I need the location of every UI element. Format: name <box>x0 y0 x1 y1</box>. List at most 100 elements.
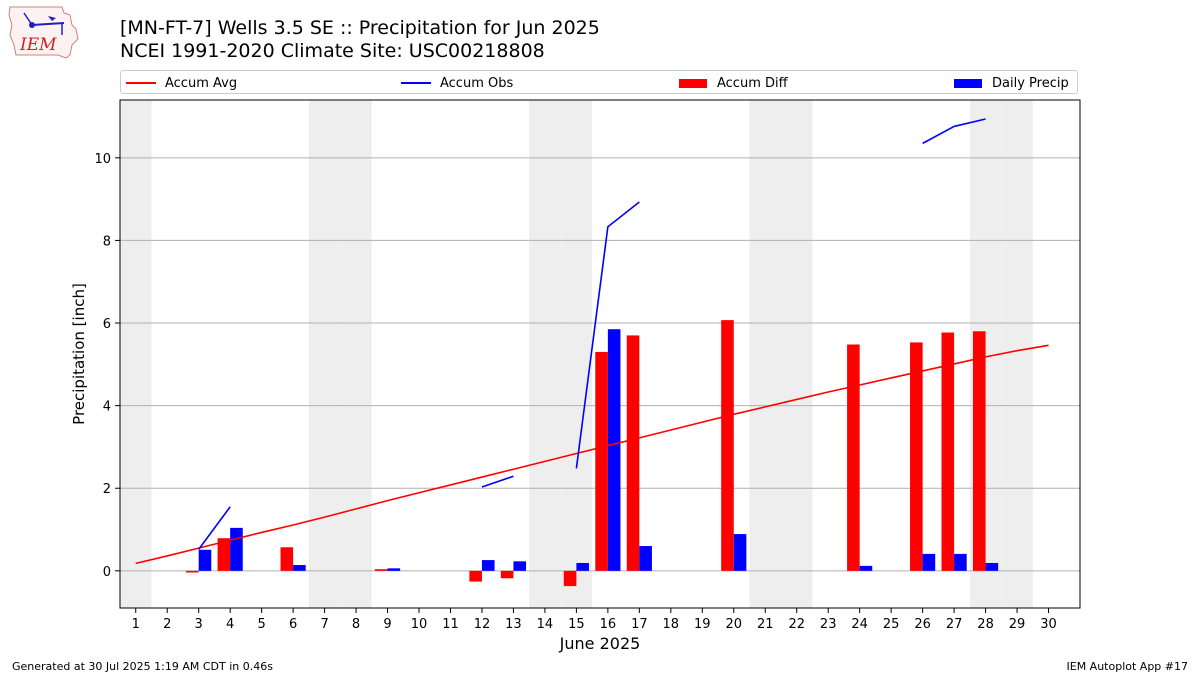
chart-title: [MN-FT-7] Wells 3.5 SE :: Precipitation … <box>120 17 600 39</box>
daily-precip-bar-day-9 <box>387 568 401 571</box>
legend-swatch-precip <box>954 78 982 88</box>
accum-diff-bar-day-4 <box>217 538 231 571</box>
accum-diff-bar-day-6 <box>280 547 294 571</box>
y-tick-label-10: 10 <box>94 152 111 167</box>
legend-accum-obs: Accum Obs <box>401 74 513 92</box>
accum-obs-line-3 <box>575 201 640 469</box>
x-tick-label-3: 3 <box>195 617 203 632</box>
x-tick-label-19: 19 <box>694 617 711 632</box>
legend-label-accum-avg: Accum Avg <box>165 75 238 91</box>
y-tick-label-8: 8 <box>103 234 111 249</box>
weekend-shade-day-29 <box>1001 100 1033 608</box>
plot-frame <box>119 99 1081 609</box>
y-tick-label-6: 6 <box>103 317 111 332</box>
accum-diff-bar-day-13 <box>500 570 514 579</box>
x-tick-label-8: 8 <box>352 617 360 632</box>
x-tick-label-29: 29 <box>1009 617 1026 632</box>
accum-obs-line-4 <box>922 118 986 145</box>
y-tick-label-4: 4 <box>103 400 111 415</box>
accum-diff-bar-day-27 <box>941 332 955 571</box>
x-tick-label-16: 16 <box>600 617 617 632</box>
weekend-shade-day-8 <box>340 100 372 608</box>
x-tick-label-17: 17 <box>631 617 648 632</box>
x-axis-label: June 2025 <box>559 634 641 653</box>
accum-diff-bar-day-3 <box>186 570 199 573</box>
legend-swatch-diff <box>679 78 707 88</box>
legend-accum-diff: Accum Diff <box>679 74 788 92</box>
x-tick-label-26: 26 <box>914 617 931 632</box>
accum-diff-bar-day-12 <box>469 570 482 582</box>
weekend-shade-day-22 <box>780 100 813 608</box>
x-tick-label-25: 25 <box>883 617 900 632</box>
y-tick-label-0: 0 <box>103 565 111 580</box>
daily-precip-bar-day-15 <box>576 562 589 571</box>
chart-subtitle: NCEI 1991-2020 Climate Site: USC00218808 <box>120 40 545 62</box>
x-tick-label-4: 4 <box>226 617 234 632</box>
x-tick-label-30: 30 <box>1040 617 1057 632</box>
y-tick-label-2: 2 <box>103 482 111 497</box>
weekend-shade-day-14 <box>529 100 561 608</box>
legend-label-daily-precip: Daily Precip <box>992 75 1069 91</box>
accum-diff-bar-day-24 <box>847 344 860 571</box>
legend-swatch-avg <box>126 82 156 84</box>
daily-precip-bar-day-27 <box>954 553 967 571</box>
daily-precip-bar-day-6 <box>293 565 306 571</box>
accum-diff-bar-day-15 <box>563 570 577 587</box>
chart-legend: Accum Avg Accum Obs Accum Diff Daily Pre… <box>120 70 1078 94</box>
x-tick-label-18: 18 <box>663 617 680 632</box>
accum-diff-bar-day-16 <box>595 351 608 571</box>
x-tick-label-22: 22 <box>788 617 805 632</box>
x-tick-label-24: 24 <box>851 617 868 632</box>
daily-precip-bar-day-13 <box>513 561 527 571</box>
x-tick-label-13: 13 <box>505 617 522 632</box>
daily-precip-bar-day-4 <box>230 527 243 571</box>
legend-label-accum-diff: Accum Diff <box>717 75 788 91</box>
legend-daily-precip: Daily Precip <box>954 74 1069 92</box>
weekend-shade-day-21 <box>749 100 781 608</box>
weekend-shade-day-7 <box>308 100 341 608</box>
x-tick-label-12: 12 <box>474 617 491 632</box>
x-tick-label-6: 6 <box>289 617 297 632</box>
x-tick-label-20: 20 <box>725 617 742 632</box>
accum-diff-bar-day-28 <box>972 331 986 571</box>
x-tick-label-28: 28 <box>977 617 994 632</box>
x-tick-label-15: 15 <box>568 617 585 632</box>
daily-precip-bar-day-28 <box>985 562 999 571</box>
logo-text: IEM <box>19 35 57 55</box>
accum-avg-line <box>135 344 1049 565</box>
accum-diff-bar-day-9 <box>374 569 388 571</box>
weekend-shade-day-15 <box>560 100 593 608</box>
accum-obs-line-2 <box>481 475 514 488</box>
x-tick-label-11: 11 <box>442 617 459 632</box>
daily-precip-bar-day-16 <box>607 329 621 571</box>
daily-precip-bar-day-3 <box>198 549 212 571</box>
x-tick-label-27: 27 <box>946 617 963 632</box>
x-tick-label-23: 23 <box>820 617 837 632</box>
legend-swatch-obs <box>401 82 431 84</box>
weekend-shade-day-1 <box>120 100 152 608</box>
x-tick-label-14: 14 <box>537 617 554 632</box>
accum-obs-line-1 <box>198 506 231 550</box>
daily-precip-bar-day-12 <box>481 560 495 571</box>
daily-precip-bar-day-20 <box>733 534 747 571</box>
x-tick-label-1: 1 <box>132 617 140 632</box>
x-tick-label-9: 9 <box>383 617 391 632</box>
generated-note: Generated at 30 Jul 2025 1:19 AM CDT in … <box>12 660 273 673</box>
accum-diff-bar-day-26 <box>910 342 923 571</box>
y-axis-label: Precipitation [inch] <box>70 283 88 425</box>
x-tick-label-21: 21 <box>757 617 774 632</box>
x-tick-label-10: 10 <box>411 617 428 632</box>
x-tick-label-7: 7 <box>320 617 328 632</box>
daily-precip-bar-day-26 <box>922 553 936 571</box>
x-tick-label-5: 5 <box>257 617 265 632</box>
x-tick-label-2: 2 <box>163 617 171 632</box>
daily-precip-bar-day-17 <box>639 546 652 571</box>
accum-diff-bar-day-20 <box>721 320 734 571</box>
legend-label-accum-obs: Accum Obs <box>440 75 514 91</box>
iem-logo: IEM <box>8 6 79 59</box>
daily-precip-bar-day-24 <box>859 565 873 571</box>
app-credit: IEM Autoplot App #17 <box>1066 660 1189 673</box>
accum-diff-bar-day-17 <box>626 335 640 571</box>
legend-accum-avg: Accum Avg <box>126 74 237 92</box>
